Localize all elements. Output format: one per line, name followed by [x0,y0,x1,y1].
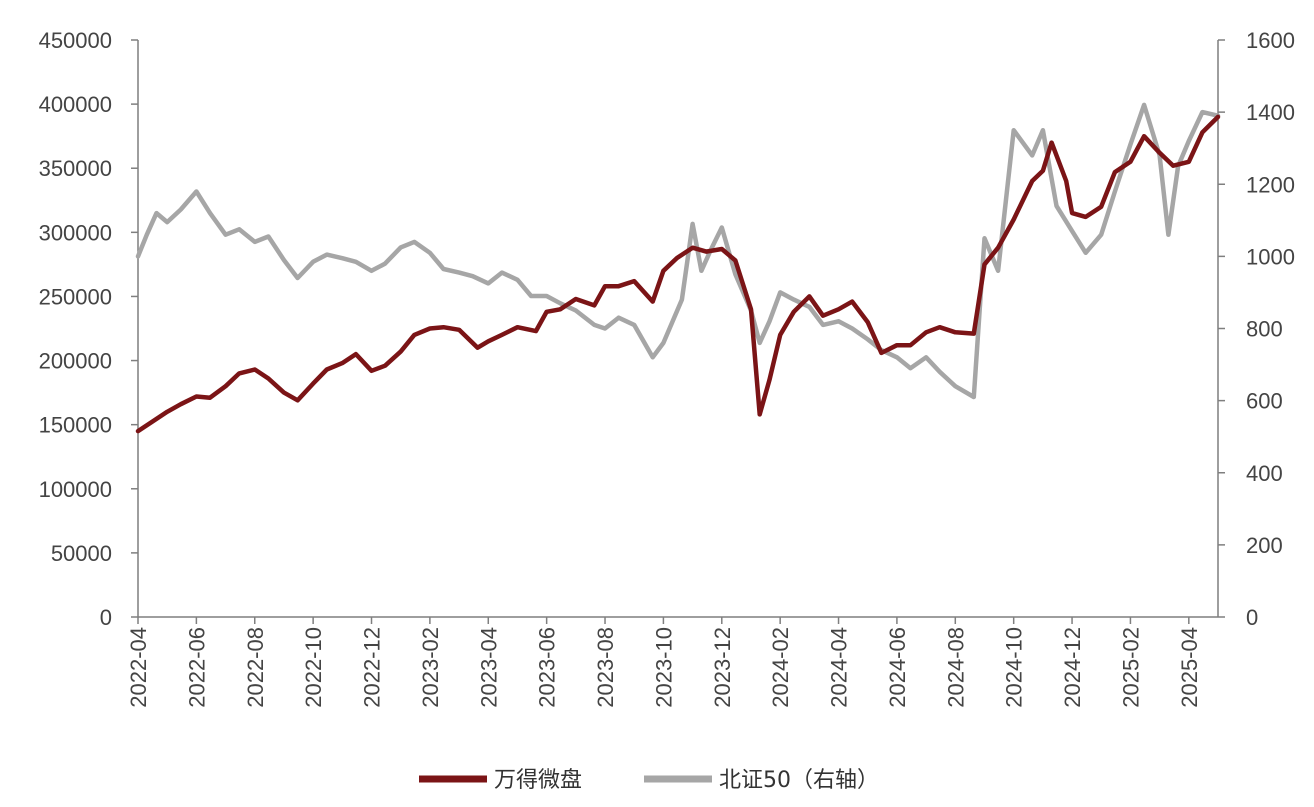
legend-label-bz50: 北证50（右轴） [719,768,879,793]
series-layer [135,102,1221,434]
y-left-tick-label: 350000 [39,156,112,181]
y-right-tick-label: 1600 [1246,28,1295,53]
x-tick-label: 2023-10 [651,627,676,708]
x-tick-label: 2023-02 [418,627,443,708]
y-right-tick-label: 600 [1246,389,1283,414]
x-tick-label: 2024-04 [827,627,852,708]
x-tick-label: 2022-12 [360,627,385,708]
x-tick-label: 2024-06 [885,627,910,708]
legend: 万得微盘 北证50（右轴） [419,768,879,793]
y-left-tick-label: 300000 [39,220,112,245]
x-tick-label: 2024-02 [768,627,793,708]
y-left-tick-label: 50000 [51,541,112,566]
x-tick-label: 2023-04 [476,627,501,708]
y-right-tick-label: 1400 [1246,100,1295,125]
x-ticks: 2022-04 2022-06 2022-08 2022-10 2022-12 2023-… [126,617,1202,708]
x-tick-label: 2025-04 [1177,627,1202,708]
x-tick-label: 2023-12 [710,627,735,708]
series-line-bz50 [135,102,1221,400]
x-tick-label: 2024-08 [943,627,968,708]
y-left-tick-label: 450000 [39,28,112,53]
y-right-tick-label: 200 [1246,533,1283,558]
x-tick-label: 2023-06 [535,627,560,708]
y-right-ticks: 0 200 400 600 800 1000 1200 1400 1600 [1218,28,1295,630]
x-tick-label: 2024-12 [1060,627,1085,708]
y-left-tick-label: 0 [100,605,112,630]
x-tick-label: 2023-08 [593,627,618,708]
x-tick-label: 2024-10 [1002,627,1027,708]
y-left-tick-label: 400000 [39,92,112,117]
x-tick-label: 2025-02 [1118,627,1143,708]
y-left-tick-label: 200000 [39,349,112,374]
legend-label-wind-micro: 万得微盘 [494,768,582,793]
y-left-tick-label: 250000 [39,284,112,309]
y-right-tick-label: 1200 [1246,172,1295,197]
series-line-wind-micro [135,114,1221,434]
x-tick-label: 2022-08 [243,627,268,708]
y-right-tick-label: 400 [1246,461,1283,486]
x-tick-label: 2022-04 [126,627,151,708]
x-tick-label: 2022-06 [184,627,209,708]
x-tick-label: 2022-10 [301,627,326,708]
y-right-tick-label: 0 [1246,605,1258,630]
y-right-tick-label: 1000 [1246,244,1295,269]
y-left-tick-label: 150000 [39,413,112,438]
y-right-tick-label: 800 [1246,317,1283,342]
y-left-tick-label: 100000 [39,477,112,502]
axes [137,40,1219,618]
y-left-ticks: 0 50000 100000 150000 200000 250000 300000 3500… [39,28,138,630]
